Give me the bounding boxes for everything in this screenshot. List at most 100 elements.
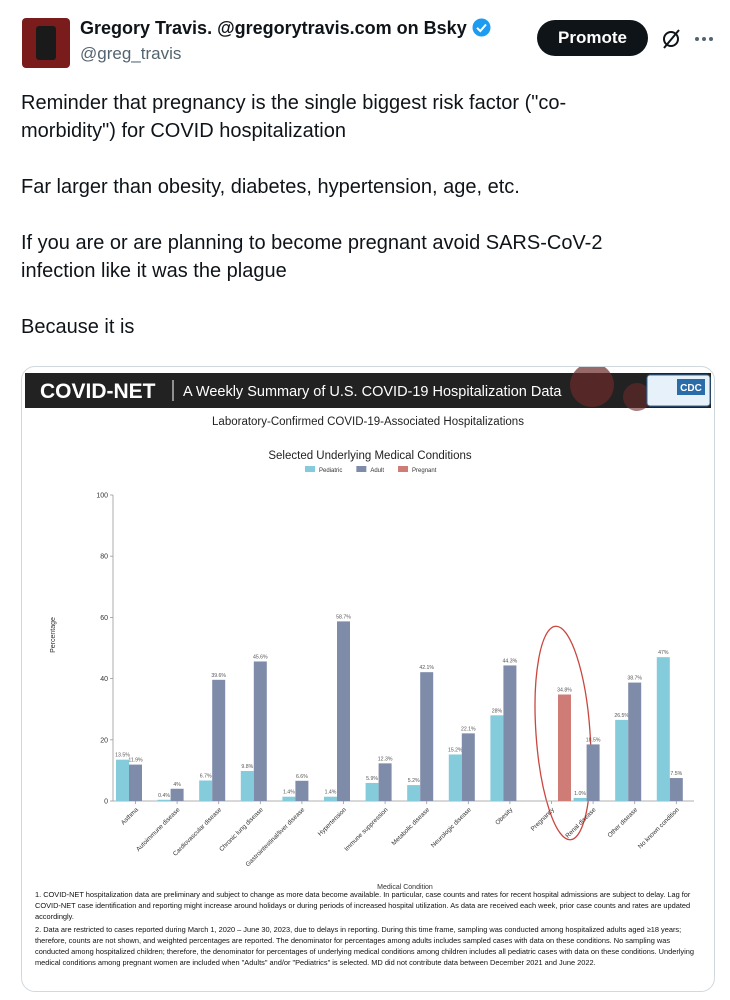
cdc-logo-box — [677, 379, 705, 395]
x-tick-label: Immune suppression — [343, 806, 390, 853]
bar — [615, 719, 629, 801]
highlight-ellipse — [534, 625, 592, 841]
chart-title: Laboratory-Confirmed COVID-19-Associated… — [212, 416, 524, 428]
y-tick-label: 40 — [100, 676, 108, 683]
value-label: 26.5% — [614, 713, 629, 719]
author-handle[interactable]: @greg_travis — [80, 44, 182, 63]
value-label: 7.5% — [670, 771, 682, 777]
value-label: 18.5% — [586, 737, 601, 743]
value-label: 1.4% — [283, 790, 295, 796]
footnote: 1. COVID-NET hospitalization data are pr… — [35, 890, 691, 922]
x-tick-label: Obesity — [494, 806, 515, 827]
x-tick-label: Cardiovascular disease — [172, 806, 224, 858]
y-tick-label: 0 — [104, 799, 108, 806]
bar — [253, 661, 267, 801]
value-label: 1.0% — [574, 791, 586, 797]
value-label: 47% — [658, 650, 669, 656]
x-tick-label: Autoimmune disease — [135, 806, 182, 853]
promote-button[interactable]: Promote — [537, 20, 648, 56]
banner-virus — [623, 383, 651, 411]
grok-icon-slash — [663, 29, 680, 49]
value-label: 4% — [173, 782, 181, 788]
bar — [407, 785, 421, 801]
x-tick-label: Metabolic disease — [391, 806, 432, 847]
value-label: 45.6% — [253, 654, 268, 660]
value-label: 6.6% — [296, 774, 308, 780]
bar — [240, 771, 254, 801]
footnotes: 1. COVID-NET hospitalization data are pr… — [35, 889, 703, 969]
value-label: 15.2% — [448, 747, 463, 753]
x-tick-label: No known condition — [637, 806, 681, 850]
chart: COVID-NET A Weekly Summary of U.S. COVID… — [25, 367, 711, 891]
author-name[interactable]: Gregory Travis. @gregorytravis.com on Bs… — [80, 18, 491, 39]
tweet-text: Reminder that pregnancy is the single bi… — [21, 92, 567, 142]
bar — [129, 764, 142, 801]
legend-label: Adult — [370, 468, 384, 474]
bar — [116, 759, 129, 801]
bar — [378, 763, 392, 801]
legend-swatch — [305, 466, 315, 472]
x-tick-label: Asthma — [120, 806, 140, 826]
bar — [282, 796, 296, 801]
bar — [558, 694, 571, 801]
x-tick-label: Hypertension — [317, 806, 349, 838]
x-tick-label: Renal disease — [564, 806, 598, 840]
y-tick-label: 100 — [96, 493, 108, 500]
value-label: 22.1% — [461, 726, 476, 732]
banner-virus — [570, 367, 614, 407]
bar — [365, 782, 379, 801]
value-label: 42.1% — [419, 665, 434, 671]
bar — [573, 797, 587, 801]
value-label: 11.9% — [128, 758, 143, 764]
tweet-text: Far larger than obesity, diabetes, hyper… — [21, 176, 520, 198]
bar — [170, 788, 184, 801]
legend-label: Pediatric — [319, 468, 342, 474]
bar — [628, 682, 642, 801]
value-label: 38.7% — [627, 676, 642, 682]
value-label: 5.9% — [366, 776, 378, 782]
author-name-text: Gregory Travis. @gregorytravis.com on Bs… — [80, 18, 467, 38]
bar — [586, 744, 600, 801]
banner-subtitle: A Weekly Summary of U.S. COVID-19 Hospit… — [183, 384, 562, 400]
legend-swatch — [356, 466, 367, 472]
legend-swatch — [398, 466, 409, 472]
tweet-text: Because it is — [21, 316, 135, 338]
bar — [337, 621, 350, 801]
bar — [212, 679, 226, 801]
verified-badge — [472, 18, 491, 37]
x-axis-label: Medical Condition — [377, 884, 433, 891]
bar — [157, 799, 171, 801]
value-label: 58.7% — [336, 614, 351, 620]
y-tick-label: 60 — [100, 615, 108, 622]
tweet-icons — [663, 29, 713, 49]
legend-label: Pregnant — [412, 468, 437, 474]
value-label: 39.6% — [211, 673, 226, 679]
grok-icon[interactable] — [663, 31, 679, 47]
tweet-text: If you are or are planning to become pre… — [21, 232, 603, 282]
value-label: 6.7% — [200, 773, 212, 779]
avatar[interactable] — [22, 18, 70, 68]
bar — [656, 657, 670, 801]
y-tick-label: 20 — [100, 737, 108, 744]
value-label: 28% — [492, 708, 503, 714]
x-tick-label: Neurologic disease — [430, 806, 473, 849]
value-label: 34.8% — [557, 688, 572, 694]
avatar-figure — [36, 26, 56, 60]
chart-subtitle: Selected Underlying Medical Conditions — [268, 450, 472, 462]
bar — [490, 715, 504, 801]
value-label: 9.8% — [241, 764, 253, 770]
bar — [295, 780, 309, 801]
value-label: 12.3% — [378, 756, 393, 762]
banner-title: COVID-NET — [40, 380, 156, 403]
more-icon[interactable] — [695, 37, 713, 41]
y-tick-label: 80 — [100, 554, 108, 561]
bar — [669, 778, 683, 801]
media-card[interactable]: COVID-NET A Weekly Summary of U.S. COVID… — [21, 366, 715, 992]
value-label: 13.5% — [115, 753, 130, 759]
x-tick-label: Other disease — [606, 806, 639, 839]
value-label: 44.3% — [503, 658, 518, 664]
bar — [461, 733, 475, 801]
value-label: 5.2% — [408, 778, 420, 784]
bar — [199, 780, 213, 801]
